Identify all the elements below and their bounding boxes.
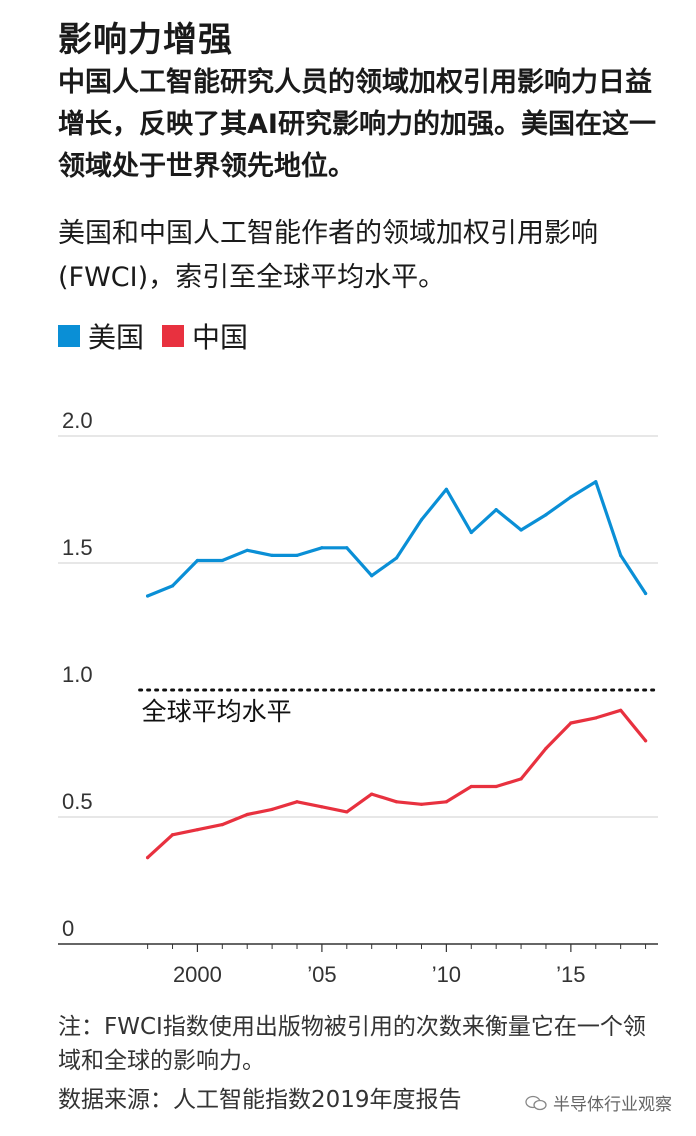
series-line-us [146, 480, 648, 598]
y-tick-label: 0 [62, 916, 74, 941]
data-point-us [444, 487, 448, 491]
data-point-cn [519, 777, 523, 781]
data-point-cn [270, 807, 274, 811]
y-tick-label: 1.5 [62, 535, 93, 560]
chart-title: 影响力增强 [58, 20, 233, 60]
data-point-cn [195, 828, 200, 832]
data-point-us [370, 574, 374, 578]
data-point-cn [245, 812, 249, 817]
chart-subtitle: 中国人工智能研究人员的领域加权引用影响力日益增长，反映了其AI研究影响力的加强。… [58, 67, 656, 182]
data-point-cn [594, 716, 598, 720]
data-point-cn [370, 792, 374, 796]
data-point-us [270, 553, 274, 557]
footnote: 注：FWCI指数使用出版物被引用的次数来衡量它在一个领域和全球的影响力。 [58, 1014, 646, 1074]
data-point-cn [394, 800, 399, 804]
y-tick-label: 1.0 [62, 662, 93, 687]
series-line-cn [146, 708, 648, 860]
data-point-cn [643, 739, 648, 743]
data-point-us [345, 546, 349, 550]
data-point-us [220, 558, 224, 563]
data-point-us [469, 530, 473, 535]
legend: 美国 中国 [58, 316, 266, 356]
x-tick-label: ’05 [307, 962, 336, 987]
data-point-us [394, 556, 399, 560]
data-point-cn [469, 784, 473, 789]
data-point-cn [345, 810, 349, 814]
data-point-us [544, 513, 548, 517]
y-tick-label: 2.0 [62, 408, 93, 433]
legend-label-us: 美国 [88, 321, 145, 354]
legend-item-us: 美国 [58, 316, 144, 356]
data-point-cn [295, 800, 299, 804]
legend-label-cn: 中国 [192, 321, 249, 354]
data-point-cn [619, 708, 623, 712]
data-point-cn [419, 802, 424, 806]
legend-item-cn: 中国 [162, 316, 248, 356]
data-point-us [419, 518, 424, 522]
source-note: 数据来源：人工智能指数2019年度报告 [58, 1087, 462, 1113]
watermark: 半导体行业观察 [525, 1090, 672, 1115]
reference-line-label: 全球平均水平 [142, 697, 292, 726]
data-point-cn [444, 800, 448, 804]
x-tick-label: ’10 [432, 962, 461, 987]
data-point-cn [569, 721, 573, 725]
data-point-us [295, 553, 299, 557]
data-point-us [569, 495, 573, 499]
wechat-icon [525, 1095, 547, 1110]
chart-description: 美国和中国人工智能作者的领域加权引用影响(FWCI)，索引至全球平均水平。 [58, 218, 598, 293]
data-point-cn [544, 746, 548, 751]
data-point-us [594, 480, 598, 484]
data-point-cn [320, 805, 324, 809]
x-tick-label: ’15 [556, 962, 585, 987]
watermark-text: 半导体行业观察 [553, 1095, 672, 1115]
y-tick-label: 0.5 [62, 789, 93, 814]
data-point-us [619, 553, 623, 557]
legend-swatch-cn [162, 325, 185, 347]
line-chart: 2.0 1.5 1.0 0.5 0 2000 ’05 ’10 ’15 全球平均水平 [58, 408, 660, 987]
data-point-cn [170, 833, 175, 837]
data-point-us [195, 558, 200, 563]
data-point-us [643, 591, 648, 596]
data-point-cn [146, 856, 150, 860]
x-tick-label: 2000 [173, 962, 222, 987]
data-point-us [519, 528, 523, 532]
data-point-us [494, 508, 498, 512]
data-point-us [245, 548, 249, 552]
data-point-cn [220, 823, 224, 827]
data-point-us [146, 594, 150, 598]
data-point-us [320, 546, 324, 550]
data-point-cn [494, 784, 498, 789]
data-point-us [170, 584, 175, 588]
legend-swatch-us [58, 325, 80, 347]
